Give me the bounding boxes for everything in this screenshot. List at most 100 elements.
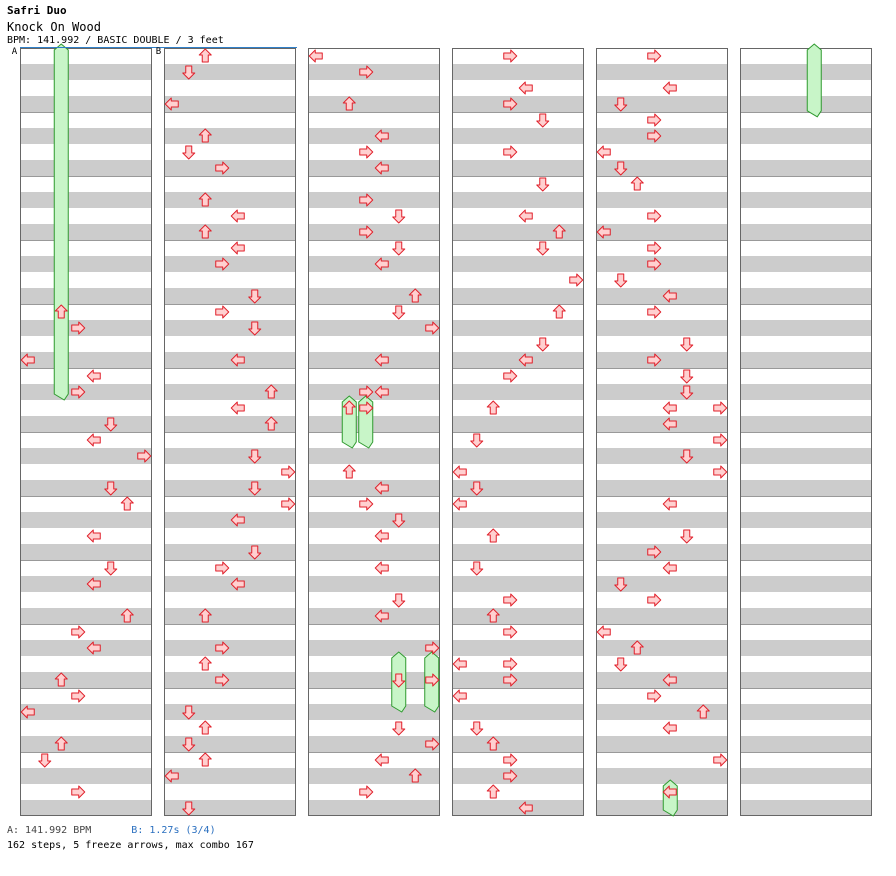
step-arrow-right bbox=[647, 545, 662, 559]
step-arrow-right bbox=[425, 737, 440, 751]
step-arrow-right bbox=[647, 305, 662, 319]
step-arrow-down bbox=[248, 449, 262, 464]
step-arrow-left bbox=[86, 641, 101, 655]
grid-stripe bbox=[164, 384, 296, 400]
step-arrow-up bbox=[120, 496, 134, 511]
grid-stripe bbox=[452, 320, 584, 336]
step-arrow-left bbox=[20, 353, 35, 367]
grid-stripe bbox=[164, 352, 296, 368]
grid-stripe bbox=[308, 160, 440, 176]
grid-stripe bbox=[308, 448, 440, 464]
grid-stripe bbox=[20, 800, 152, 816]
grid-stripe bbox=[452, 640, 584, 656]
grid-stripe bbox=[452, 704, 584, 720]
grid-stripe bbox=[308, 224, 440, 240]
marker-b[interactable]: B bbox=[154, 47, 163, 58]
chart-column-4 bbox=[452, 48, 584, 816]
grid-stripe bbox=[452, 608, 584, 624]
grid-stripe bbox=[452, 192, 584, 208]
grid-stripe bbox=[164, 128, 296, 144]
step-arrow-left bbox=[518, 353, 533, 367]
step-arrow-left bbox=[374, 129, 389, 143]
grid-stripe bbox=[452, 384, 584, 400]
step-arrow-down bbox=[536, 177, 550, 192]
grid-stripe bbox=[740, 416, 872, 432]
step-arrow-left bbox=[518, 801, 533, 815]
step-arrow-up bbox=[630, 640, 644, 655]
artist-name: Safri Duo bbox=[7, 4, 67, 17]
step-arrow-left bbox=[86, 433, 101, 447]
grid-stripe bbox=[308, 512, 440, 528]
step-arrow-left bbox=[518, 81, 533, 95]
step-arrow-right bbox=[359, 145, 374, 159]
step-arrow-right bbox=[503, 753, 518, 767]
step-arrow-up bbox=[342, 400, 356, 415]
bpm-b-label: B: 1.27s (3/4) bbox=[131, 825, 216, 836]
grid-stripe bbox=[308, 480, 440, 496]
step-arrow-down bbox=[680, 337, 694, 352]
grid-stripe bbox=[20, 416, 152, 432]
grid-stripe bbox=[20, 576, 152, 592]
grid-stripe bbox=[740, 512, 872, 528]
grid-stripe bbox=[596, 256, 728, 272]
grid-stripe bbox=[20, 640, 152, 656]
step-arrow-right bbox=[647, 257, 662, 271]
step-arrow-right bbox=[359, 385, 374, 399]
step-arrow-up bbox=[486, 608, 500, 623]
grid-stripe bbox=[164, 416, 296, 432]
step-arrow-right bbox=[503, 769, 518, 783]
stats-line: 162 steps, 5 freeze arrows, max combo 16… bbox=[7, 840, 254, 851]
step-arrow-left bbox=[662, 289, 677, 303]
step-arrow-left bbox=[230, 513, 245, 527]
step-arrow-left bbox=[230, 401, 245, 415]
marker-a[interactable]: A bbox=[10, 47, 19, 58]
step-arrow-down bbox=[614, 97, 628, 112]
grid-stripe bbox=[740, 64, 872, 80]
step-arrow-down bbox=[470, 721, 484, 736]
step-arrow-down bbox=[248, 481, 262, 496]
step-arrow-down bbox=[182, 737, 196, 752]
grid-stripe bbox=[596, 384, 728, 400]
chart-column-3 bbox=[308, 48, 440, 816]
step-arrow-right bbox=[215, 161, 230, 175]
grid-stripe bbox=[164, 320, 296, 336]
grid-stripe bbox=[452, 352, 584, 368]
grid-stripe bbox=[740, 608, 872, 624]
grid-stripe bbox=[164, 672, 296, 688]
grid-stripe bbox=[740, 736, 872, 752]
grid-stripe bbox=[452, 576, 584, 592]
column-border bbox=[308, 48, 440, 816]
step-arrow-left bbox=[596, 145, 611, 159]
step-arrow-down bbox=[182, 145, 196, 160]
grid-stripe bbox=[164, 192, 296, 208]
grid-stripe bbox=[596, 96, 728, 112]
step-arrow-left bbox=[452, 657, 467, 671]
step-arrow-up bbox=[630, 176, 644, 191]
step-arrow-down bbox=[536, 337, 550, 352]
grid-stripe bbox=[308, 672, 440, 688]
grid-stripe bbox=[308, 544, 440, 560]
step-arrow-up bbox=[198, 224, 212, 239]
chart-info: BPM: 141.992 / BASIC DOUBLE / 3 feet bbox=[7, 35, 224, 46]
step-arrow-up bbox=[408, 288, 422, 303]
step-arrow-up bbox=[486, 400, 500, 415]
grid-stripe bbox=[596, 288, 728, 304]
step-arrow-down bbox=[614, 577, 628, 592]
grid-stripe bbox=[452, 224, 584, 240]
step-arrow-left bbox=[662, 417, 677, 431]
step-arrow-down bbox=[182, 705, 196, 720]
grid-stripe bbox=[596, 160, 728, 176]
step-arrow-down bbox=[248, 321, 262, 336]
grid-stripe bbox=[164, 800, 296, 816]
step-arrow-down bbox=[38, 753, 52, 768]
step-arrow-left bbox=[86, 577, 101, 591]
grid-stripe bbox=[164, 96, 296, 112]
step-arrow-left bbox=[662, 673, 677, 687]
grid-stripe bbox=[596, 224, 728, 240]
step-arrow-right bbox=[647, 593, 662, 607]
step-arrow-left bbox=[374, 561, 389, 575]
step-arrow-left bbox=[20, 705, 35, 719]
step-arrow-right bbox=[281, 497, 296, 511]
freeze-arrow bbox=[53, 43, 69, 401]
step-arrow-right bbox=[137, 449, 152, 463]
